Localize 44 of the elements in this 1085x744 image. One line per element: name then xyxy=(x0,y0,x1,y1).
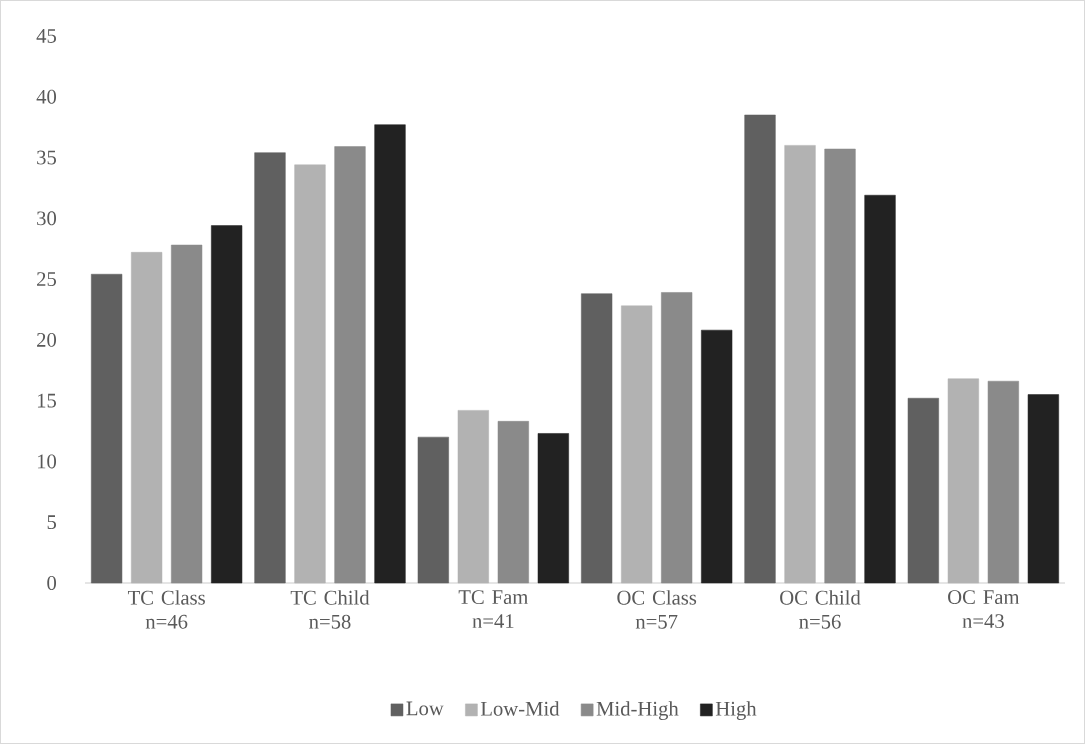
bar xyxy=(947,378,979,584)
bar xyxy=(864,194,896,584)
bar xyxy=(417,436,449,584)
y-tick-label: 35 xyxy=(37,150,56,165)
y-tick-label: 5 xyxy=(47,515,56,530)
legend-label: Low xyxy=(406,701,444,716)
bar xyxy=(661,292,693,584)
y-tick-label: 45 xyxy=(36,29,56,43)
bar xyxy=(374,124,406,584)
x-tick-label: TC Fam n=41 xyxy=(458,590,529,628)
y-tick-label: 40 xyxy=(36,89,57,104)
bar xyxy=(254,152,286,584)
legend-label: Mid-High xyxy=(596,701,679,720)
x-tick-label: OC Fam n=43 xyxy=(948,590,1020,629)
y-tick-label: 20 xyxy=(37,332,57,347)
x-tick-label: TC Child n=58 xyxy=(290,590,370,629)
bar xyxy=(581,293,613,584)
bar xyxy=(1027,394,1059,584)
legend-label: Low-Mid xyxy=(480,701,560,716)
bar xyxy=(91,273,123,584)
bar xyxy=(131,252,163,584)
y-tick-label: 15 xyxy=(37,393,56,408)
y-tick-label: 25 xyxy=(37,272,56,287)
y-tick-label: 0 xyxy=(47,576,57,590)
bar xyxy=(334,146,366,584)
bar xyxy=(621,305,653,584)
y-tick-label: 10 xyxy=(37,454,57,469)
bar xyxy=(211,225,243,584)
y-tick-label: 30 xyxy=(37,211,57,226)
bar xyxy=(744,114,776,584)
bar xyxy=(537,433,569,584)
x-tick-label: TC Class n=46 xyxy=(127,590,205,629)
bar xyxy=(171,244,203,584)
x-tick-label: OC Class n=57 xyxy=(617,590,697,629)
bar xyxy=(701,329,733,584)
x-tick-label: OC Child n=56 xyxy=(780,590,861,629)
bar xyxy=(294,164,326,584)
bar xyxy=(457,410,489,584)
bar xyxy=(784,145,816,584)
bar xyxy=(987,380,1019,584)
legend-label: High xyxy=(715,701,757,720)
bar xyxy=(824,148,856,584)
bar xyxy=(497,421,529,584)
bar xyxy=(907,397,939,584)
